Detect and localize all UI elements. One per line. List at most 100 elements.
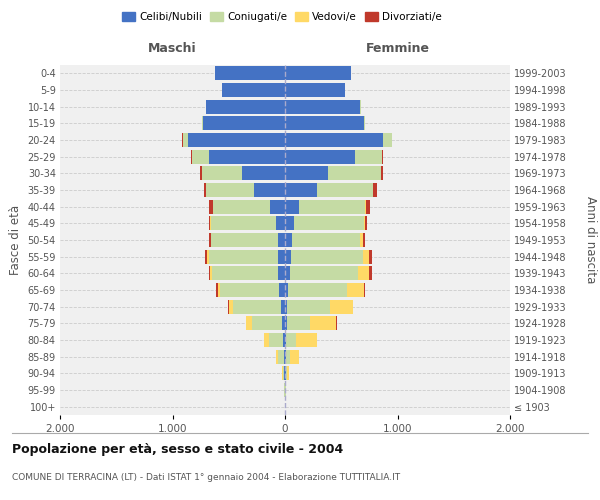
Bar [283,333,285,347]
Bar [285,283,289,297]
Bar [208,250,285,264]
Text: COMUNE DI TERRACINA (LT) - Dati ISTAT 1° gennaio 2004 - Elaborazione TUTTITALIA.: COMUNE DI TERRACINA (LT) - Dati ISTAT 1°… [12,473,400,482]
Y-axis label: Anni di nascita: Anni di nascita [584,196,596,284]
Bar [209,233,285,247]
Bar [285,200,299,214]
Bar [276,350,285,364]
Bar [285,300,353,314]
Bar [278,250,285,264]
Bar [204,183,285,197]
Bar [285,250,370,264]
Bar [188,133,285,147]
Bar [285,233,363,247]
Bar [212,266,285,280]
Bar [213,200,285,214]
Bar [209,150,285,164]
Bar [282,366,285,380]
Text: Popolazione per età, sesso e stato civile - 2004: Popolazione per età, sesso e stato civil… [12,442,343,456]
Bar [252,316,285,330]
Bar [285,250,290,264]
Bar [285,383,286,397]
Bar [276,216,285,230]
Bar [206,100,285,114]
Bar [264,333,285,347]
Bar [285,216,294,230]
Bar [285,333,317,347]
Bar [202,166,285,180]
Bar [285,316,287,330]
Bar [285,83,345,97]
Bar [220,283,285,297]
Bar [285,166,328,180]
Bar [285,216,367,230]
Bar [285,350,286,364]
Bar [285,216,365,230]
Bar [285,183,317,197]
Bar [285,233,360,247]
Bar [285,116,365,130]
Bar [182,133,285,147]
Bar [281,300,285,314]
Bar [269,333,285,347]
Bar [191,150,285,164]
Bar [285,266,358,280]
Bar [285,316,337,330]
Bar [182,133,285,147]
Bar [285,150,382,164]
Bar [202,116,285,130]
Bar [285,233,292,247]
Bar [222,83,285,97]
Bar [229,300,285,314]
Bar [285,133,392,147]
Bar [285,66,352,80]
Bar [285,150,383,164]
Bar [285,116,364,130]
Bar [285,266,290,280]
Bar [209,266,285,280]
Bar [285,333,286,347]
Bar [285,333,317,347]
Bar [285,116,365,130]
Bar [278,266,285,280]
Bar [285,166,383,180]
Bar [209,200,285,214]
Bar [206,100,285,114]
Bar [285,216,364,230]
Bar [211,233,285,247]
Bar [191,150,285,164]
Bar [228,300,285,314]
Bar [285,133,383,147]
Bar [210,266,285,280]
Bar [285,283,347,297]
Bar [264,333,285,347]
Bar [285,83,344,97]
Bar [285,200,370,214]
Bar [284,350,285,364]
Bar [191,150,285,164]
Bar [285,133,392,147]
Bar [285,266,371,280]
Bar [203,116,285,130]
Bar [218,283,285,297]
Bar [215,66,285,80]
Bar [222,83,285,97]
Bar [242,166,285,180]
Bar [233,300,285,314]
Bar [206,100,285,114]
Bar [285,350,299,364]
Bar [285,100,361,114]
Bar [271,200,285,214]
Bar [285,183,373,197]
Bar [205,250,285,264]
Bar [285,200,365,214]
Bar [285,300,353,314]
Bar [285,150,355,164]
Bar [245,316,285,330]
Bar [254,183,285,197]
Bar [246,316,285,330]
Bar [206,183,285,197]
Bar [215,66,285,80]
Bar [217,283,285,297]
Bar [278,350,285,364]
Bar [202,116,285,130]
